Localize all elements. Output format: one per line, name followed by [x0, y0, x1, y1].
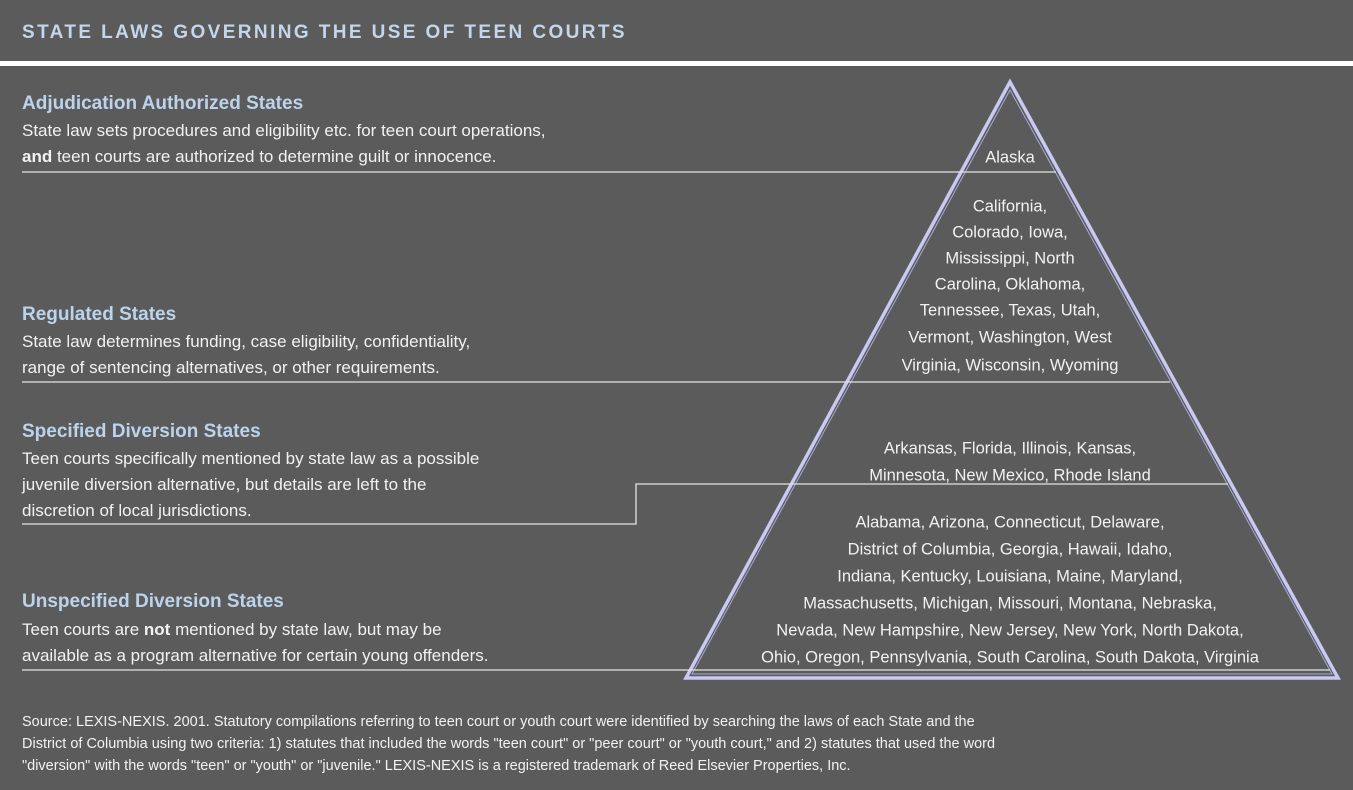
- description-segment: Teen courts specifically mentioned by st…: [22, 449, 479, 468]
- tier-description: Teen courts specifically mentioned by st…: [22, 449, 479, 468]
- state-list: Mississippi, North: [945, 249, 1074, 267]
- description-segment: juvenile diversion alternative, but deta…: [21, 475, 426, 494]
- description-segment: Teen courts are: [22, 620, 144, 639]
- title-separator: [0, 61, 1353, 66]
- tier-description: juvenile diversion alternative, but deta…: [21, 475, 426, 494]
- source-note: "diversion" with the words "teen" or "yo…: [22, 758, 851, 774]
- description-segment: State law sets procedures and eligibilit…: [22, 121, 546, 140]
- state-list: Arkansas, Florida, Illinois, Kansas,: [884, 439, 1136, 457]
- state-list: Tennessee, Texas, Utah,: [920, 301, 1100, 319]
- state-list: Ohio, Oregon, Pennsylvania, South Caroli…: [761, 648, 1260, 666]
- source-note: District of Columbia using two criteria:…: [22, 736, 995, 752]
- tier-description: range of sentencing alternatives, or oth…: [22, 358, 440, 377]
- state-list: Carolina, Oklahoma,: [935, 275, 1085, 293]
- tier-description: and teen courts are authorized to determ…: [22, 147, 496, 166]
- source-note: Source: LEXIS-NEXIS. 2001. Statutory com…: [22, 714, 975, 730]
- tier-rule: [22, 483, 1228, 525]
- content: Adjudication Authorized States State law …: [21, 93, 1260, 774]
- state-list: Alabama, Arizona, Connecticut, Delaware,: [855, 513, 1164, 531]
- description-segment: teen courts are authorized to determine …: [52, 147, 496, 166]
- tier-description: State law determines funding, case eligi…: [22, 332, 470, 351]
- tier-heading: Specified Diversion States: [22, 421, 261, 442]
- state-list: California,: [973, 197, 1047, 215]
- state-list: Vermont, Washington, West: [908, 328, 1112, 346]
- state-list: Massachusetts, Michigan, Missouri, Monta…: [803, 594, 1217, 612]
- state-list: Nevada, New Hampshire, New Jersey, New Y…: [776, 621, 1243, 639]
- tier-heading: Adjudication Authorized States: [22, 93, 303, 114]
- tier-description: State law sets procedures and eligibilit…: [22, 121, 546, 140]
- tier-description: Teen courts are not mentioned by state l…: [22, 620, 442, 639]
- tier-description: discretion of local jurisdictions.: [22, 501, 252, 520]
- pyramid: [683, 78, 1341, 680]
- description-segment: and: [22, 147, 52, 166]
- state-list: Colorado, Iowa,: [952, 223, 1068, 241]
- description-segment: discretion of local jurisdictions.: [22, 501, 252, 520]
- tier-heading: Regulated States: [22, 304, 176, 325]
- state-list: Virginia, Wisconsin, Wyoming: [902, 356, 1119, 374]
- description-segment: not: [144, 620, 171, 639]
- state-list: District of Columbia, Georgia, Hawaii, I…: [848, 540, 1173, 558]
- description-segment: mentioned by state law, but may be: [170, 620, 441, 639]
- tier-heading: Unspecified Diversion States: [22, 591, 284, 612]
- tier-description: available as a program alternative for c…: [22, 646, 489, 665]
- title: STATE LAWS GOVERNING THE USE OF TEEN COU…: [22, 22, 627, 43]
- description-segment: available as a program alternative for c…: [22, 646, 489, 665]
- description-segment: State law determines funding, case eligi…: [22, 332, 470, 351]
- state-list: Alaska: [985, 148, 1035, 166]
- description-segment: range of sentencing alternatives, or oth…: [22, 358, 440, 377]
- state-list: Minnesota, New Mexico, Rhode Island: [869, 466, 1151, 484]
- state-list: Indiana, Kentucky, Louisiana, Maine, Mar…: [837, 567, 1182, 585]
